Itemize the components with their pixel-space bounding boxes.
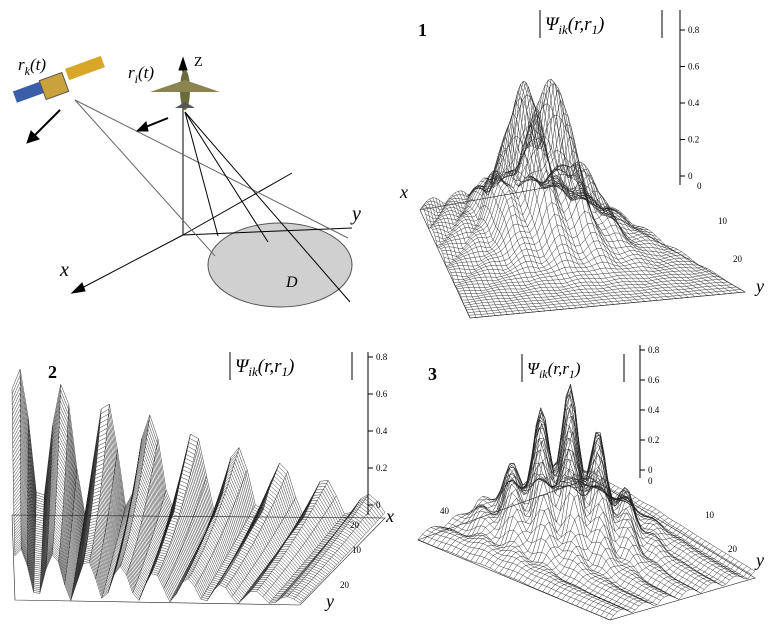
z-tick-label: 0.8	[688, 25, 700, 35]
figure: rk(t) ri(t) Z y x D 1 Ψik(r,r1) 00.20.40…	[0, 0, 768, 626]
z-axis-label: Z	[194, 55, 203, 70]
z-tick-label: 0.6	[688, 62, 700, 72]
z-axis-label: Ψik(r,r1)	[540, 10, 662, 38]
x-tick-label: 0	[648, 476, 653, 486]
z-tick-label: 0	[376, 500, 381, 510]
label-arg: (r,r	[568, 14, 592, 35]
velocity-arrow	[32, 110, 60, 138]
y-tick-label: 20	[340, 580, 350, 590]
label-close: )	[597, 14, 604, 35]
y-tick-label: 10	[352, 545, 362, 555]
z-axis-label: Ψik(r,r1)	[522, 354, 624, 382]
y-tick-label: 10	[718, 216, 728, 226]
beam-line	[185, 112, 268, 242]
panel-number: 1	[418, 20, 427, 40]
label-sub: ik	[558, 22, 568, 37]
x-tick-label: 40	[440, 506, 450, 516]
tail	[175, 102, 195, 108]
mesh-line	[12, 404, 374, 529]
aircraft-icon	[150, 70, 220, 110]
beam-line	[75, 100, 348, 238]
z-tick-label: 0.6	[376, 389, 388, 399]
y-tick-label: 0	[697, 181, 702, 191]
surface-base	[418, 478, 755, 620]
solar-panel	[65, 56, 105, 80]
y-tick-label: 20	[733, 254, 743, 264]
satellite-label: rk(t)	[18, 55, 46, 78]
z-tick-label: 0.4	[688, 98, 700, 108]
y-tick-label: 10	[705, 510, 715, 520]
x-axis	[78, 235, 183, 290]
x-axis-label: x	[399, 182, 408, 202]
psi-label: Ψik(r,r1)	[527, 359, 581, 381]
z-tick-label: 0.4	[648, 405, 660, 415]
area-ellipse	[208, 223, 352, 307]
z-tick-label: 0.8	[376, 352, 388, 362]
satellite-icon	[13, 56, 105, 103]
z-tick-label: 0.8	[648, 345, 660, 355]
y-tick-label: 20	[728, 544, 738, 554]
satellite-body	[39, 72, 68, 99]
y-axis-label: y	[324, 591, 334, 611]
x-tick-label: 20	[350, 520, 360, 530]
z-tick-label: 0.2	[688, 135, 699, 145]
x-axis-label: x	[59, 259, 69, 281]
surface-plot-1	[420, 79, 745, 318]
panel-number: 3	[428, 364, 437, 384]
z-tick-label: 0.4	[376, 426, 388, 436]
x-axis-label: x	[385, 506, 394, 526]
label-close: )	[287, 356, 294, 377]
surface-plot-3	[418, 384, 755, 620]
label-close: )	[574, 359, 581, 378]
z-ticks: 0 0.2 0.4 0.6 0.8	[680, 25, 700, 181]
label-arg: (t)	[30, 55, 46, 74]
label-arg: (r,r	[548, 359, 570, 378]
z-tick-label: 0	[688, 171, 693, 181]
z-tick-label: 0.2	[376, 463, 387, 473]
label-arg: (r,r	[258, 356, 282, 377]
arrowhead	[179, 58, 187, 70]
label-sub: ik	[248, 364, 258, 379]
page: {"diagram": { "satellite_label": {"base"…	[0, 0, 768, 626]
y-axis-label: y	[754, 276, 764, 296]
y-axis-label: y	[754, 550, 764, 570]
z-ticks: 0 0.2 0.4 0.6 0.8	[368, 352, 388, 510]
wings	[150, 80, 220, 92]
z-tick-label: 0.6	[648, 375, 660, 385]
z-ticks: 0 0.2 0.4 0.6 0.8	[640, 345, 660, 475]
aircraft-label: ri(t)	[128, 63, 154, 86]
arrowhead	[72, 283, 85, 293]
y-axis-label: y	[350, 203, 361, 225]
psi-label: Ψik(r,r1)	[545, 14, 604, 37]
panel-number: 2	[48, 362, 57, 382]
surface-plot-2	[12, 369, 385, 605]
area-label: D	[285, 274, 298, 291]
label-arg: (t)	[138, 63, 154, 82]
z-axis-label: Ψik(r,r1)	[230, 352, 352, 380]
z-tick-label: 0.2	[648, 435, 659, 445]
arrowhead	[137, 122, 148, 131]
z-tick-label: 0	[648, 465, 653, 475]
psi-label: Ψik(r,r1)	[235, 356, 294, 379]
